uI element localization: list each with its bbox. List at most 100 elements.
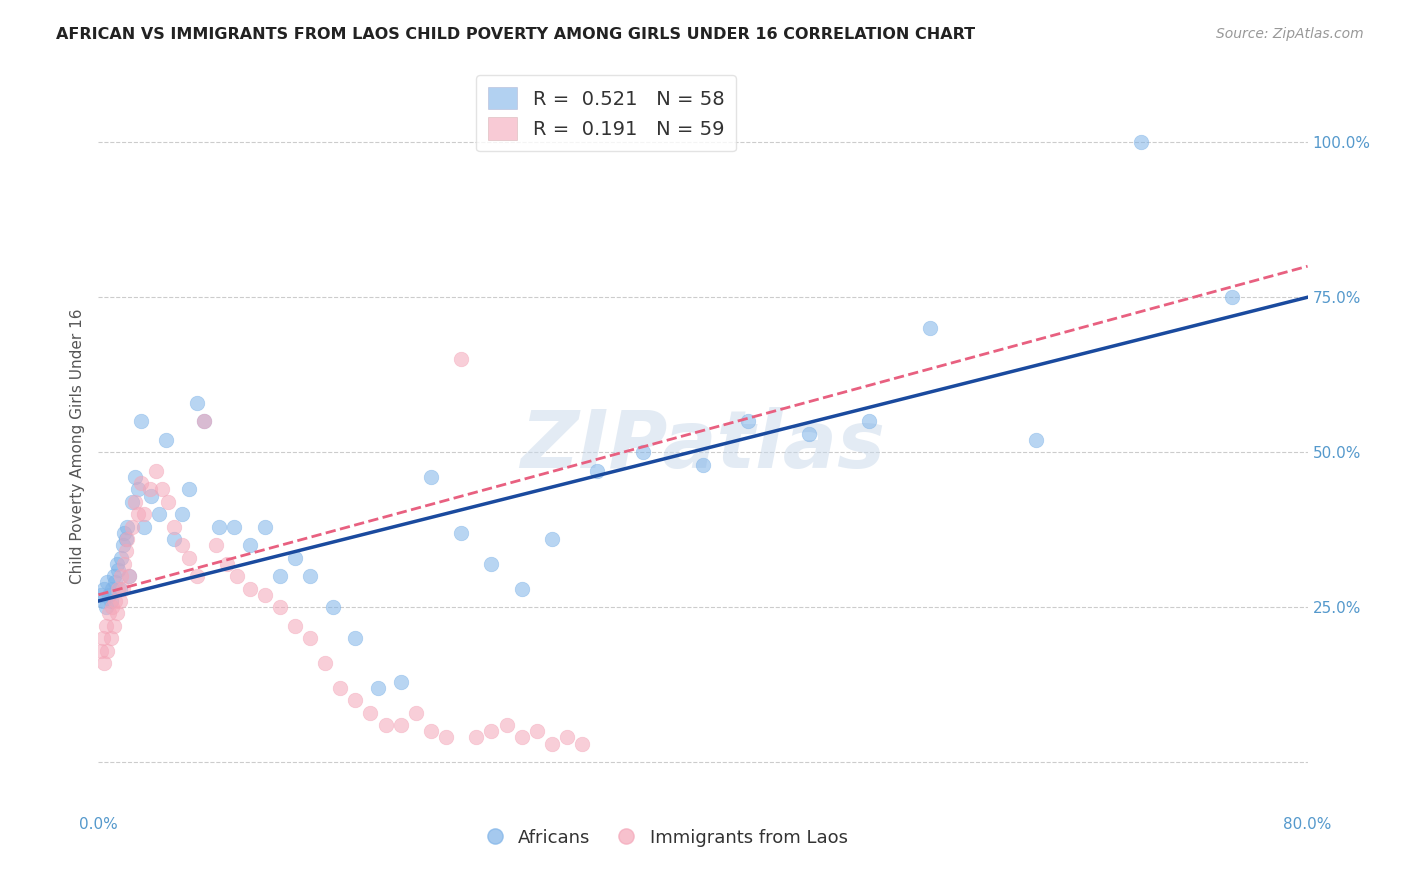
Point (193, 414, 215, 428)
Point (132, 519, 155, 533)
Point (105, 607, 128, 621)
Point (104, 594, 127, 608)
Point (114, 544, 136, 558)
Point (215, 557, 238, 571)
Point (148, 507, 170, 521)
Point (121, 495, 143, 509)
Point (322, 600, 344, 615)
Point (129, 476, 152, 491)
Point (179, 483, 201, 497)
Point (112, 557, 135, 571)
Point (163, 519, 186, 533)
Point (1130, 135, 1153, 149)
Point (155, 433, 177, 447)
Point (112, 525, 135, 540)
Point (510, 582, 533, 596)
Point (108, 582, 131, 596)
Point (299, 569, 322, 583)
Point (299, 631, 322, 645)
Point (90, 588, 112, 602)
Point (420, 470, 443, 484)
Point (344, 693, 367, 707)
Point (314, 656, 336, 670)
Point (141, 489, 163, 503)
Point (115, 532, 138, 546)
Text: ZIPatlas: ZIPatlas (520, 407, 886, 485)
Point (93, 656, 115, 670)
Point (156, 495, 179, 509)
Point (253, 588, 276, 602)
Point (90, 643, 112, 657)
Point (121, 519, 143, 533)
Point (124, 495, 146, 509)
Point (226, 569, 249, 583)
Point (127, 507, 149, 521)
Point (253, 519, 276, 533)
Point (93, 582, 115, 596)
Point (103, 619, 125, 633)
Point (94, 619, 117, 633)
Point (797, 426, 820, 441)
Point (540, 737, 562, 751)
Point (450, 352, 472, 367)
Point (269, 600, 291, 615)
Point (101, 582, 124, 596)
Point (163, 532, 186, 546)
Point (107, 563, 129, 577)
Point (540, 532, 562, 546)
Point (170, 538, 193, 552)
Point (150, 483, 173, 497)
Point (389, 674, 412, 689)
Point (111, 582, 134, 596)
Point (1024, 433, 1046, 447)
Point (111, 538, 134, 552)
Point (239, 538, 262, 552)
Point (495, 718, 517, 732)
Point (94, 600, 117, 615)
Point (374, 718, 396, 732)
Point (510, 731, 533, 745)
Point (118, 569, 141, 583)
Point (145, 464, 167, 478)
Point (1220, 290, 1243, 304)
Point (450, 525, 472, 540)
Point (118, 569, 141, 583)
Point (269, 569, 291, 583)
Point (205, 538, 228, 552)
Point (918, 321, 941, 335)
Point (101, 600, 124, 615)
Point (186, 569, 208, 583)
Point (367, 681, 389, 695)
Point (737, 414, 759, 428)
Point (586, 464, 609, 478)
Point (91, 631, 114, 645)
Point (124, 470, 146, 484)
Point (108, 594, 131, 608)
Point (344, 631, 367, 645)
Point (110, 550, 132, 565)
Point (389, 718, 412, 732)
Point (405, 706, 427, 720)
Point (631, 445, 654, 459)
Point (98, 607, 121, 621)
Point (96, 575, 118, 590)
Point (110, 569, 132, 583)
Point (224, 519, 246, 533)
Text: AFRICAN VS IMMIGRANTS FROM LAOS CHILD POVERTY AMONG GIRLS UNDER 16 CORRELATION C: AFRICAN VS IMMIGRANTS FROM LAOS CHILD PO… (56, 27, 976, 42)
Point (107, 582, 129, 596)
Point (96, 643, 118, 657)
Point (481, 557, 503, 571)
Point (115, 519, 138, 533)
Point (100, 594, 122, 608)
Text: Source: ZipAtlas.com: Source: ZipAtlas.com (1216, 27, 1364, 41)
Point (239, 582, 262, 596)
Point (100, 631, 122, 645)
Y-axis label: Child Poverty Among Girls Under 16: Child Poverty Among Girls Under 16 (69, 309, 84, 583)
Point (284, 550, 307, 565)
Point (170, 507, 193, 521)
Point (103, 569, 125, 583)
Point (98, 588, 121, 602)
Point (481, 724, 503, 739)
Legend: Africans, Immigrants from Laos: Africans, Immigrants from Laos (478, 822, 855, 854)
Point (329, 681, 352, 695)
